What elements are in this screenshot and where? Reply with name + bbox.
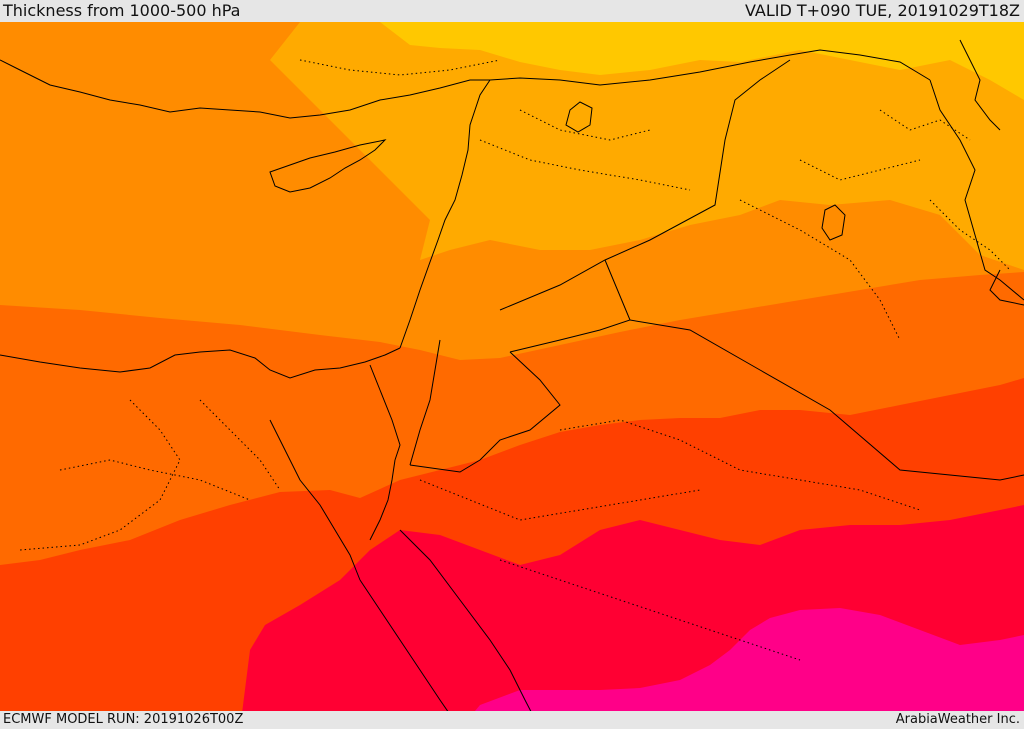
turkey-coastline: [0, 59, 490, 119]
iran-province-line-2: [879, 109, 971, 141]
map-canvas: [0, 22, 1024, 711]
valid-time: VALID T+090 TUE, 20191029T18Z: [744, 1, 1020, 20]
persian-gulf-coast: [989, 269, 1024, 306]
footer-bar: ECMWF MODEL RUN: 20191026T00Z ArabiaWeat…: [0, 711, 1024, 729]
header-bar: Thickness from 1000-500 hPa VALID T+090 …: [0, 0, 1024, 22]
caspian-coast: [959, 39, 1001, 131]
iraq-province-line: [739, 199, 901, 341]
credit-text: ArabiaWeather Inc.: [895, 712, 1020, 727]
band-amber: [270, 22, 1024, 270]
red-sea-coast: [359, 579, 449, 711]
cyprus-outline: [269, 139, 387, 193]
iran-iraq-border: [929, 79, 1024, 301]
israel-jordan-border: [409, 339, 441, 466]
egypt-governorate-lines-3: [199, 399, 281, 491]
egypt-israel-border: [369, 364, 401, 461]
saudi-province-line-3: [499, 559, 801, 661]
arabian-red-sea-coast: [399, 529, 532, 711]
turkey-border: [489, 49, 931, 86]
syria-province-line: [479, 139, 691, 191]
egypt-coastline: [0, 347, 401, 379]
lake-urmia: [821, 204, 846, 241]
coastlines: [0, 39, 1024, 711]
gulf-of-aqaba: [369, 459, 396, 541]
levant-coastline: [399, 79, 491, 349]
sinai-saudi-line: [409, 459, 481, 473]
map-title: Thickness from 1000-500 hPa: [3, 1, 241, 20]
jordan-saudi-border: [509, 259, 631, 353]
lake-van: [565, 101, 593, 133]
syria-iraq-border: [499, 59, 791, 311]
band-yellow: [380, 22, 1024, 100]
saudi-iraq-border: [629, 319, 1024, 481]
thickness-map: [0, 22, 1024, 711]
internal-boundaries: [19, 59, 1011, 661]
saudi-province-line-2: [419, 479, 701, 521]
political-borders: [369, 49, 1024, 481]
band-magenta: [475, 608, 1024, 711]
model-run: ECMWF MODEL RUN: 20191026T00Z: [3, 712, 244, 727]
gulf-of-suez: [269, 419, 361, 581]
jordan-border: [479, 351, 561, 461]
